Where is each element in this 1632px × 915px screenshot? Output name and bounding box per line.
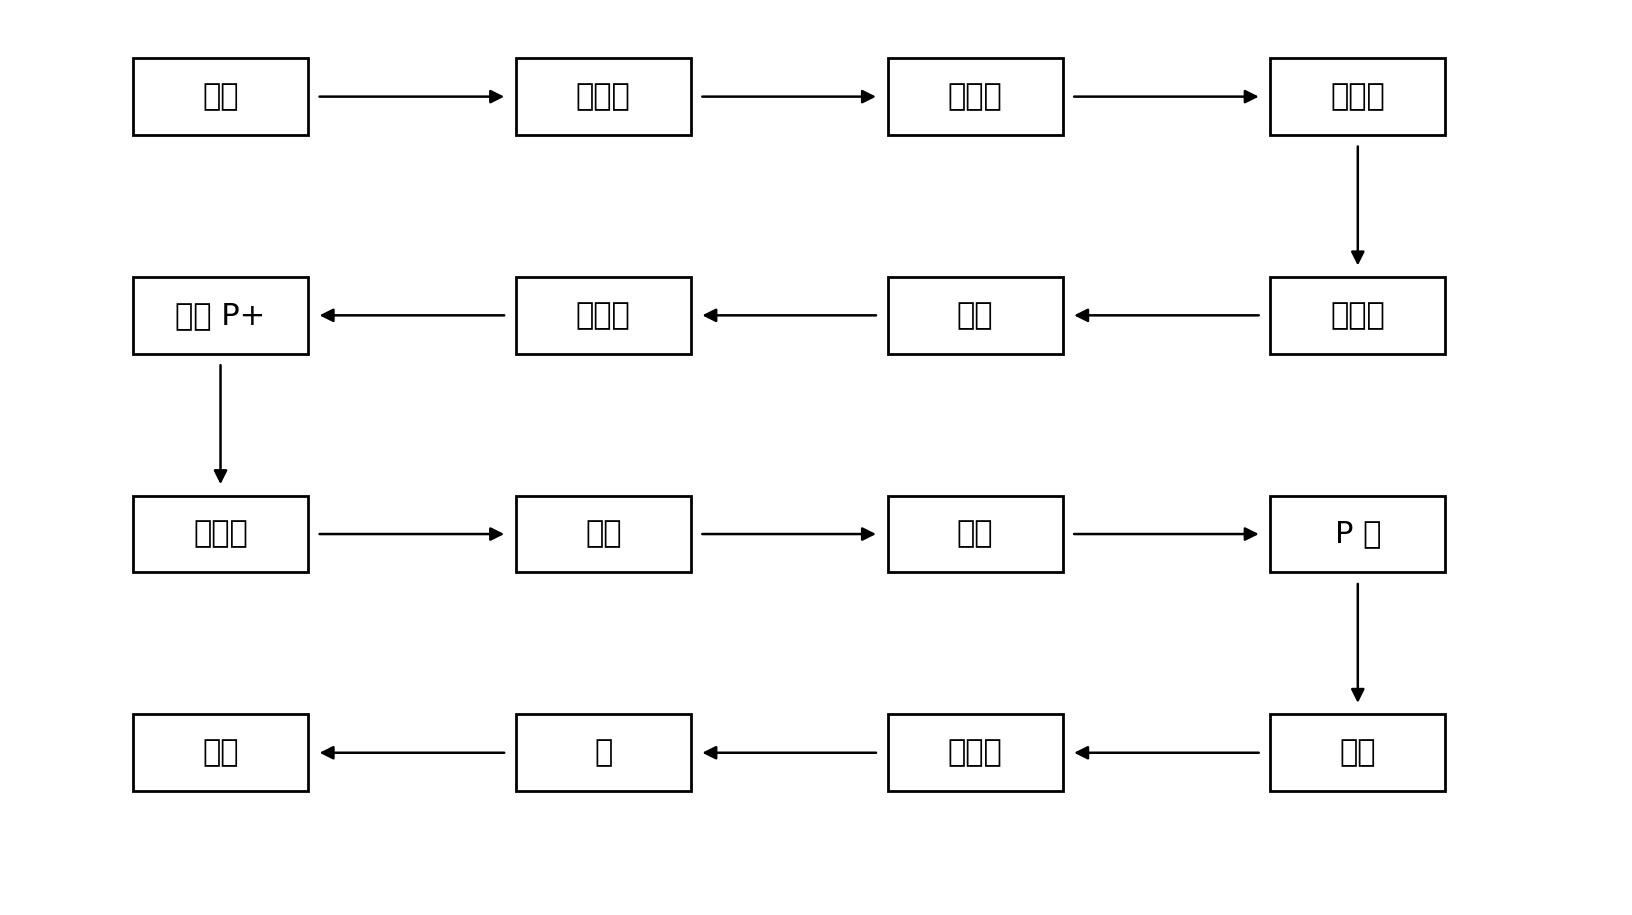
Text: 外延一: 外延一 [576, 82, 630, 111]
Bar [888, 496, 1062, 572]
Text: 多晶: 多晶 [956, 520, 992, 549]
Text: 背面: 背面 [202, 738, 238, 768]
Text: 磷注入: 磷注入 [193, 520, 248, 549]
Bar [888, 277, 1062, 353]
Text: 源极: 源极 [1338, 738, 1376, 768]
Bar [132, 59, 308, 135]
Text: 有源区: 有源区 [576, 301, 630, 329]
Bar [888, 59, 1062, 135]
Text: 外延二: 外延二 [947, 82, 1002, 111]
Text: 接触孔: 接触孔 [947, 738, 1002, 768]
Text: 铝: 铝 [594, 738, 612, 768]
Bar [888, 715, 1062, 791]
Bar [1270, 59, 1444, 135]
Text: 外延四: 外延四 [1330, 301, 1384, 329]
Bar [1270, 277, 1444, 353]
Bar [132, 496, 308, 572]
Bar [1270, 496, 1444, 572]
Bar [516, 59, 690, 135]
Text: 浓硼 P+: 浓硼 P+ [175, 301, 266, 329]
Text: 栅氧: 栅氧 [584, 520, 622, 549]
Bar [516, 715, 690, 791]
Bar [516, 277, 690, 353]
Text: 场氧: 场氧 [956, 301, 992, 329]
Bar [516, 496, 690, 572]
Text: 投料: 投料 [202, 82, 238, 111]
Text: 外延三: 外延三 [1330, 82, 1384, 111]
Bar [1270, 715, 1444, 791]
Text: P 阱: P 阱 [1333, 520, 1381, 549]
Bar [132, 715, 308, 791]
Bar [132, 277, 308, 353]
